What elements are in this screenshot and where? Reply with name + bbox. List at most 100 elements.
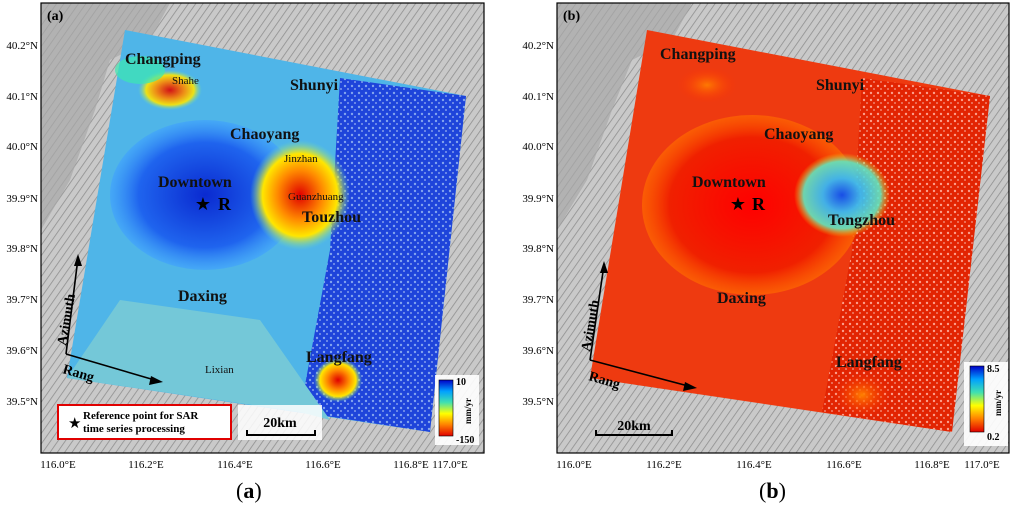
mountain-shading [557, 3, 692, 230]
colorbar-gradient [969, 365, 985, 433]
x-tick-label: 116.0°E [556, 459, 592, 471]
y-tick-label: 39.9°N [522, 193, 554, 205]
place-daxing: Daxing [717, 290, 766, 307]
legend-text-1: Reference point for SAR [83, 410, 199, 422]
place-chaoyang: Chaoyang [764, 126, 833, 143]
range-arrow-icon [149, 376, 163, 385]
place-langfang: Langfang [836, 354, 902, 371]
reference-star-icon: ★ [730, 194, 746, 214]
colorbar-min: -150 [456, 435, 474, 446]
reference-star-icon: ★ [195, 194, 211, 214]
southern-sparse-area [67, 300, 330, 420]
langfang-hotspot [314, 358, 362, 402]
place-shahe: Shahe [172, 75, 199, 87]
place-shunyi: Shunyi [290, 77, 339, 94]
reference-label: R [752, 194, 766, 214]
place-tongzhou: Tongzhou [828, 212, 895, 229]
legend-star-icon: ★ [68, 416, 81, 432]
caption-letter: a [243, 478, 255, 503]
scale-label: 20km [263, 416, 297, 431]
place-labels: Changping Shunyi Chaoyang Downtown Tongz… [660, 46, 902, 371]
x-tick-label: 116.2°E [646, 459, 682, 471]
place-lixian: Lixian [205, 364, 234, 376]
x-tick-label: 117.0°E [964, 459, 1000, 471]
chaoyang-hotspot [250, 140, 350, 250]
caption-close: ) [254, 478, 262, 503]
y-tick-label: 39.9°N [6, 193, 38, 205]
x-tick-label: 117.0°E [432, 459, 468, 471]
place-jinzhan: Jinzhan [284, 153, 318, 165]
y-tick-label: 39.8°N [522, 243, 554, 255]
y-tick-label: 39.7°N [522, 294, 554, 306]
y-tick-label: 39.6°N [522, 345, 554, 357]
colorbar-max: 10 [456, 377, 466, 388]
caption-letter: b [766, 478, 779, 503]
azimuth-arrow-icon [74, 254, 82, 266]
colorbar-unit: mm/yr [993, 390, 1003, 416]
colorbar-max: 8.5 [987, 364, 1000, 375]
caption-open: ( [759, 478, 767, 503]
y-tick-label: 40.0°N [522, 141, 554, 153]
colorbar-gradient [438, 379, 454, 437]
colorbar-unit: mm/yr [463, 398, 473, 424]
map-frame [556, 2, 1010, 454]
colorbar-min: 0.2 [987, 432, 1000, 443]
y-tick-label: 39.8°N [6, 243, 38, 255]
place-labels: Changping Shahe Shunyi Chaoyang Jinzhan … [125, 51, 372, 376]
x-tick-label: 116.6°E [305, 459, 341, 471]
place-shunyi: Shunyi [816, 77, 865, 94]
x-tick-label: 116.4°E [736, 459, 772, 471]
caption-close: ) [778, 478, 786, 503]
scale-bar: 20km [238, 405, 322, 440]
x-tick-label: 116.8°E [914, 459, 950, 471]
tongzhou-cool-area [794, 153, 890, 237]
place-changping: Changping [125, 51, 201, 68]
place-downtown: Downtown [692, 174, 766, 191]
map-frame [40, 2, 485, 454]
y-tick-label: 39.7°N [6, 294, 38, 306]
place-changping: Changping [660, 46, 736, 63]
caption-open: ( [236, 478, 244, 503]
x-tick-label: 116.8°E [393, 459, 429, 471]
colorbar: 10 -150 mm/yr [435, 375, 479, 446]
reference-legend: ★ Reference point for SAR time series pr… [57, 404, 232, 440]
place-chaoyang: Chaoyang [230, 126, 299, 143]
range-arrow-icon [683, 382, 697, 391]
place-daxing: Daxing [178, 288, 227, 305]
y-tick-label: 40.2°N [522, 40, 554, 52]
place-guanzhuang: Guanzhuang [288, 191, 344, 203]
place-tongzhou: Touzhou [302, 209, 361, 226]
y-axis: 40.2°N 40.1°N 40.0°N 39.9°N 39.8°N 39.7°… [6, 40, 38, 408]
colorbar: 8.5 0.2 mm/yr [964, 362, 1008, 446]
y-tick-label: 39.6°N [6, 345, 38, 357]
y-tick-label: 39.5°N [522, 396, 554, 408]
downtown-subsidence-low [110, 120, 300, 270]
scale-bar: 20km [595, 419, 673, 436]
x-tick-label: 116.6°E [826, 459, 862, 471]
caption-b: (b) [759, 478, 786, 504]
x-tick-label: 116.2°E [128, 459, 164, 471]
y-tick-label: 40.1°N [6, 91, 38, 103]
downtown-area [642, 115, 862, 295]
x-tick-label: 116.4°E [217, 459, 253, 471]
map-panel-a: 40.2°N 40.1°N 40.0°N 39.9°N 39.8°N 39.7°… [6, 2, 485, 471]
y-axis: 40.2°N 40.1°N 40.0°N 39.9°N 39.8°N 39.7°… [522, 40, 554, 408]
scale-label: 20km [617, 419, 651, 434]
y-tick-label: 39.5°N [6, 396, 38, 408]
reference-label: R [218, 194, 232, 214]
azimuth-arrow-icon [600, 261, 608, 273]
y-tick-label: 40.0°N [6, 141, 38, 153]
y-tick-label: 40.2°N [6, 40, 38, 52]
map-panel-b: 40.2°N 40.1°N 40.0°N 39.9°N 39.8°N 39.7°… [522, 2, 1010, 471]
x-tick-label: 116.0°E [40, 459, 76, 471]
x-axis: 116.0°E 116.2°E 116.4°E 116.6°E 116.8°E … [556, 459, 1000, 471]
x-axis: 116.0°E 116.2°E 116.4°E 116.6°E 116.8°E … [40, 459, 468, 471]
changping-hotspot [115, 56, 165, 84]
panel-label: (a) [47, 9, 64, 24]
panel-label: (b) [563, 9, 580, 24]
y-tick-label: 40.1°N [522, 91, 554, 103]
caption-a: (a) [236, 478, 262, 504]
langfang-warm-area [834, 373, 890, 417]
mountain-shading [41, 3, 170, 230]
place-downtown: Downtown [158, 174, 232, 191]
